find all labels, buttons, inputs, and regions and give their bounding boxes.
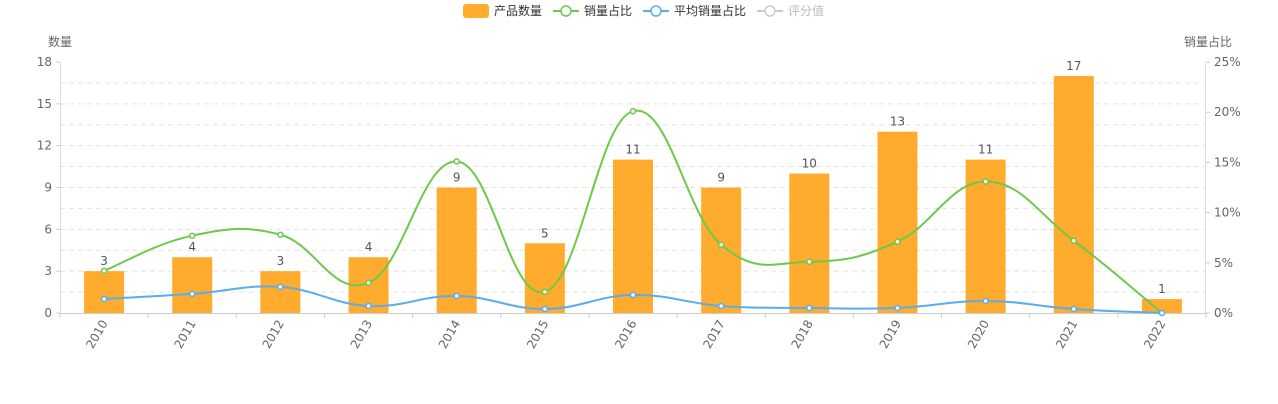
point-1-2010: [100, 295, 108, 303]
x-tick-label: 2014: [436, 318, 463, 351]
legend-marker: [650, 5, 662, 17]
bar-label-2017: 9: [717, 171, 725, 185]
point-1-2018: [806, 304, 813, 312]
point-0-2010: [100, 267, 108, 275]
point-0-2021: [1070, 237, 1078, 244]
x-tick-label: 2019: [877, 318, 904, 351]
x-tick-label: 2015: [524, 318, 551, 351]
line-series: [100, 107, 1166, 317]
left-axis-label: 数量: [48, 34, 72, 49]
x-tick-label: 2011: [171, 318, 198, 351]
data-labels: 3 4 3 4 9 5 11 9 10 13 11 17 1: [100, 59, 1165, 296]
point-0-2013: [365, 279, 372, 287]
bar-label-2015: 5: [541, 226, 549, 240]
legend-label: 销量占比: [584, 3, 632, 18]
bar-label-2010: 3: [100, 254, 108, 268]
bar-2020: [965, 159, 1006, 313]
bar-2015: [524, 243, 565, 313]
bar-label-2011: 4: [188, 240, 196, 254]
x-tick-label: 2016: [612, 318, 639, 351]
point-1-2014: [453, 292, 460, 300]
bar-label-2022: 1: [1158, 282, 1166, 296]
bar-label-2020: 11: [978, 143, 993, 157]
point-0-2014: [453, 158, 460, 165]
legend-item-2[interactable]: 平均销量占比: [643, 3, 746, 18]
right-tick-label: 15%: [1214, 155, 1241, 169]
x-tick-label: 2012: [260, 318, 287, 351]
x-tick-label: 2021: [1053, 318, 1080, 351]
bar-label-2019: 13: [890, 115, 905, 129]
right-tick-label: 25%: [1214, 55, 1241, 69]
point-1-2012: [277, 283, 284, 291]
bar-2014: [436, 187, 477, 313]
x-tick-label: 2018: [789, 318, 816, 351]
right-axis-label: 销量占比: [1184, 34, 1232, 49]
left-tick-label: 15: [37, 97, 52, 111]
legend-label: 产品数量: [494, 3, 542, 18]
legend-item-0[interactable]: 产品数量: [463, 3, 542, 18]
point-0-2012: [277, 231, 284, 238]
x-tick-label: 2020: [965, 318, 992, 351]
point-0-2018: [806, 258, 813, 266]
bar-label-2016: 11: [625, 143, 640, 157]
bar-2017: [701, 187, 742, 313]
bar-series: [84, 75, 1182, 313]
left-tick-label: 12: [37, 139, 52, 153]
point-1-2021: [1070, 305, 1078, 313]
bar-2021: [1053, 75, 1094, 313]
bar-label-2014: 9: [453, 171, 461, 185]
legend[interactable]: 产品数量 销量占比 平均销量占比 评分值: [463, 3, 824, 18]
point-0-2011: [188, 232, 196, 239]
bar-2012: [260, 271, 301, 313]
point-1-2020: [982, 297, 989, 305]
bar-2016: [613, 159, 653, 313]
right-tick-label: 0%: [1214, 306, 1233, 320]
point-1-2017: [717, 302, 725, 310]
right-tick-label: 5%: [1214, 256, 1233, 270]
bar-label-2013: 4: [365, 240, 373, 254]
x-tick-label: 2010: [83, 318, 110, 351]
point-1-2019: [894, 304, 901, 312]
x-tick-label: 2022: [1141, 318, 1168, 351]
point-1-2011: [188, 290, 196, 298]
legend-label: 评分值: [788, 3, 824, 18]
left-tick-label: 18: [37, 55, 52, 69]
point-0-2015: [541, 288, 549, 296]
point-1-2016: [629, 291, 637, 299]
legend-bar-swatch: [463, 4, 489, 18]
bar-label-2018: 10: [802, 157, 817, 171]
bar-2022: [1141, 299, 1182, 313]
point-0-2016: [629, 107, 637, 115]
legend-marker: [560, 5, 572, 17]
x-tick-label: 2017: [700, 318, 727, 351]
legend-item-3[interactable]: 评分值: [757, 3, 824, 18]
legend-item-1[interactable]: 销量占比: [553, 3, 632, 18]
point-0-2020: [982, 178, 989, 185]
bar-2010: [84, 271, 125, 313]
bar-label-2012: 3: [277, 254, 285, 268]
point-1-2013: [365, 302, 372, 310]
point-0-2017: [717, 241, 725, 248]
x-tick-label: 2013: [348, 318, 375, 351]
legend-marker: [764, 5, 776, 17]
left-tick-label: 6: [44, 222, 52, 236]
right-tick-label: 20%: [1214, 105, 1241, 119]
bar-2019: [877, 131, 918, 313]
bar-2018: [789, 173, 830, 313]
legend-label: 平均销量占比: [674, 3, 746, 18]
line-0: [103, 109, 1163, 314]
point-1-2022: [1158, 309, 1166, 317]
bar-2011: [172, 257, 213, 313]
bar-label-2021: 17: [1066, 59, 1081, 73]
point-0-2019: [894, 238, 901, 245]
left-tick-label: 0: [44, 306, 52, 320]
left-tick-label: 3: [44, 264, 52, 278]
right-tick-label: 10%: [1214, 206, 1241, 220]
left-tick-label: 9: [44, 181, 52, 195]
point-1-2015: [541, 305, 549, 313]
